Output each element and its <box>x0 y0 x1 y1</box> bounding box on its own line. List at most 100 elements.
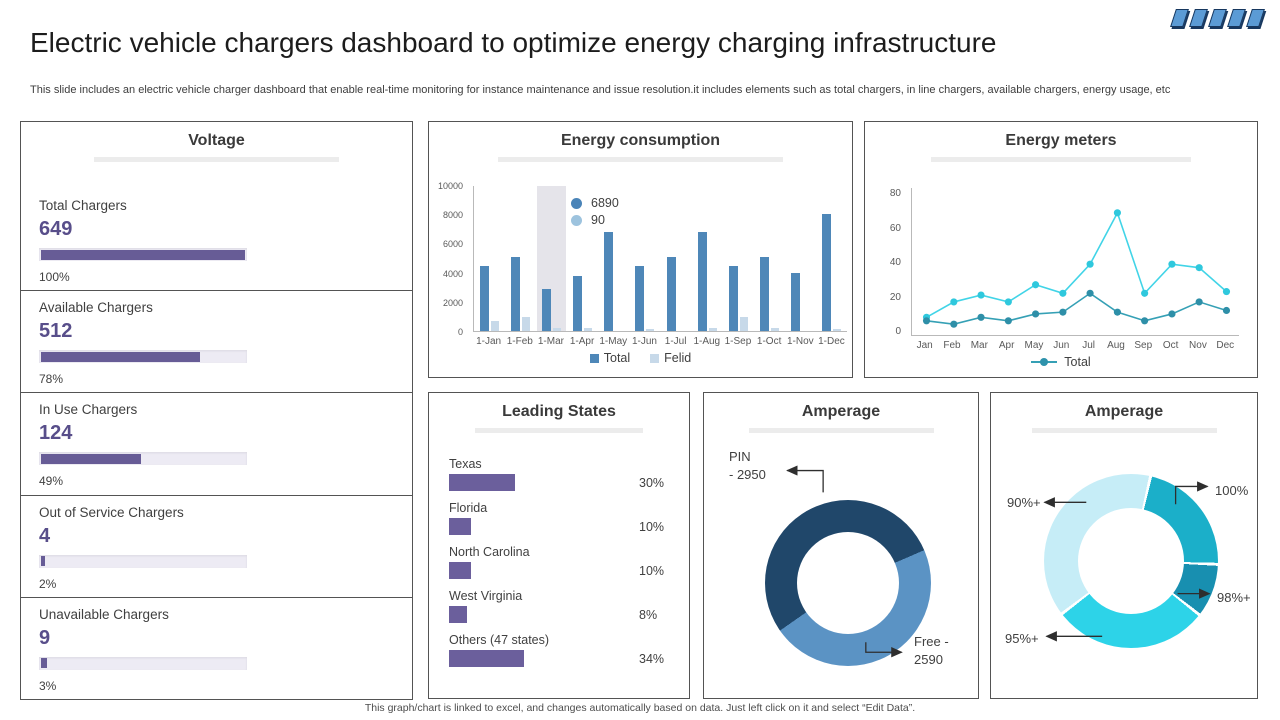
donut-label-98: 98%+ <box>1217 590 1251 605</box>
footer-note: This graph/chart is linked to excel, and… <box>364 702 916 714</box>
logo-slash-icon <box>1208 9 1227 27</box>
x-tick-label: 1-Aug <box>693 336 721 347</box>
state-bar-row: 8% <box>449 606 675 623</box>
bar-total <box>542 288 552 331</box>
bar-group <box>785 186 816 331</box>
bar-felid <box>770 328 779 331</box>
y-axis-labels: 0 2000 4000 6000 8000 10000 <box>429 181 469 337</box>
voltage-panel[interactable]: Voltage Total Chargers 649 100% Available C… <box>20 121 413 700</box>
x-tick-label: 1-Apr <box>569 336 595 347</box>
kpi-progress-track <box>39 248 247 261</box>
leading-states-panel[interactable]: Leading States Texas 30% Florida 10% North C… <box>428 392 690 699</box>
data-point <box>1059 308 1067 316</box>
logo-slash-icon <box>1246 9 1265 27</box>
data-point <box>1222 306 1231 315</box>
bar-group <box>474 186 505 331</box>
state-label: North Carolina <box>449 545 530 559</box>
state-bar <box>449 474 515 491</box>
amperage-levels-panel[interactable]: Amperage 100% 98%+ 95%+ 90%+ <box>990 392 1258 699</box>
donut-chart[interactable] <box>1044 474 1218 648</box>
line-chart-plot[interactable] <box>911 188 1239 336</box>
data-point <box>977 291 985 299</box>
voltage-kpi-row: In Use Chargers 124 49% <box>21 392 412 494</box>
logo <box>1170 9 1265 27</box>
x-tick-label: Aug <box>1107 340 1125 351</box>
logo-slash-icon <box>1170 9 1189 27</box>
kpi-progress-fill <box>41 249 245 260</box>
kpi-label: Total Chargers <box>39 198 127 213</box>
kpi-value: 649 <box>39 218 73 240</box>
state-percent: 34% <box>639 651 665 666</box>
kpi-progress-fill <box>41 351 201 362</box>
energy-meters-panel[interactable]: Energy meters 0 20 40 60 80 Jan Feb Mar Apr May J… <box>864 121 1258 378</box>
x-tick-label: Oct <box>1162 340 1179 351</box>
x-tick-label: Sep <box>1134 340 1153 351</box>
callout-label: 6890 <box>591 196 619 210</box>
x-axis-labels: 1-Jan 1-Feb 1-Mar 1-Apr 1-May 1-Jun 1-Jul 1-Aug… <box>473 336 847 347</box>
x-tick-label: 1-Jun <box>631 336 657 347</box>
kpi-percent: 100% <box>39 270 70 284</box>
bar-group <box>629 186 660 331</box>
voltage-kpi-row: Available Chargers 512 78% <box>21 290 412 392</box>
callout-dot-icon <box>571 197 582 209</box>
state-bar <box>449 562 471 579</box>
state-row: Florida 10% <box>449 501 675 535</box>
data-point <box>1031 310 1040 318</box>
state-percent: 10% <box>639 563 665 578</box>
logo-slash-icon <box>1189 9 1208 27</box>
donut-label-95: 95%+ <box>1005 631 1039 646</box>
data-point <box>950 298 958 306</box>
chart-legend: Total Felid <box>429 351 852 365</box>
data-point <box>1141 317 1149 325</box>
y-tick-label: 6000 <box>442 239 463 250</box>
bar-felid <box>832 328 841 331</box>
energy-consumption-panel[interactable]: Energy consumption 0 2000 4000 6000 8000 1000… <box>428 121 853 378</box>
state-label: West Virginia <box>449 589 523 603</box>
state-percent: 10% <box>639 519 665 534</box>
page-title: Electric vehicle chargers dashboard to o… <box>30 27 997 58</box>
states-bar-list: Texas 30% Florida 10% North Carolina 10% West … <box>449 457 675 677</box>
data-point <box>1195 264 1203 272</box>
donut-label-90: 90%+ <box>1007 495 1041 510</box>
arrow-to-pin-label-icon <box>786 465 824 493</box>
bar-total <box>759 257 769 331</box>
title-underline <box>1031 428 1217 433</box>
state-row: West Virginia 8% <box>449 589 675 623</box>
bar-total <box>511 257 521 331</box>
kpi-progress-track <box>39 350 247 364</box>
title-underline <box>94 157 339 162</box>
panel-title: Leading States <box>502 403 616 420</box>
legend-swatch-icon <box>589 354 599 363</box>
bar-group <box>505 186 536 331</box>
bar-total <box>666 257 676 331</box>
y-tick-label: 0 <box>457 327 463 337</box>
data-point <box>1113 209 1121 217</box>
x-tick-label: 1-Oct <box>756 336 782 347</box>
x-tick-label: Feb <box>943 340 961 351</box>
donut-label-100: 100% <box>1215 483 1249 498</box>
data-point <box>950 320 958 328</box>
donut-chart[interactable] <box>765 500 931 666</box>
bar-total <box>790 273 800 331</box>
bar-total <box>480 265 490 331</box>
kpi-percent: 2% <box>39 576 57 591</box>
chart-callout: 6890 <box>571 196 619 210</box>
state-percent: 8% <box>639 607 658 622</box>
state-bar-row: 10% <box>449 562 675 579</box>
state-row: North Carolina 10% <box>449 545 675 579</box>
page-subtitle: This slide includes an electric vehicle … <box>30 84 1171 96</box>
donut-label-pin: PIN - 2950 <box>729 448 766 483</box>
bar-group <box>692 186 723 331</box>
bar-chart-plot[interactable] <box>473 186 847 332</box>
y-tick-label: 8000 <box>442 210 463 221</box>
legend-label: Total <box>603 351 631 365</box>
kpi-percent: 78% <box>39 372 64 387</box>
chart-callout: 90 <box>571 213 619 227</box>
state-bar <box>449 606 467 623</box>
kpi-progress-fill <box>41 556 46 567</box>
donut-hole <box>1078 508 1184 614</box>
donut-hole <box>797 532 899 634</box>
x-tick-label: Jul <box>1082 340 1096 351</box>
amperage-pin-free-panel[interactable]: Amperage PIN - 2950 Free - 2590 <box>703 392 979 699</box>
state-percent: 30% <box>639 475 665 490</box>
